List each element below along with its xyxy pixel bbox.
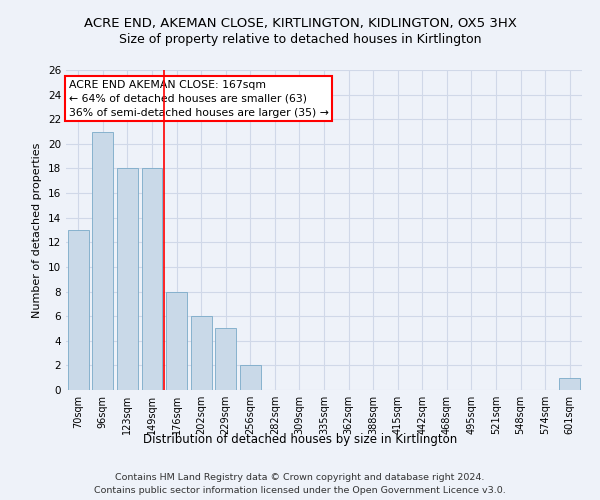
- Text: Distribution of detached houses by size in Kirtlington: Distribution of detached houses by size …: [143, 432, 457, 446]
- Bar: [240, 366, 261, 390]
- Bar: [142, 168, 163, 390]
- Text: ACRE END AKEMAN CLOSE: 167sqm
← 64% of detached houses are smaller (63)
36% of s: ACRE END AKEMAN CLOSE: 167sqm ← 64% of d…: [68, 80, 328, 118]
- Text: Size of property relative to detached houses in Kirtlington: Size of property relative to detached ho…: [119, 32, 481, 46]
- Bar: [92, 132, 113, 390]
- Bar: [215, 328, 236, 390]
- Bar: [559, 378, 580, 390]
- Text: ACRE END, AKEMAN CLOSE, KIRTLINGTON, KIDLINGTON, OX5 3HX: ACRE END, AKEMAN CLOSE, KIRTLINGTON, KID…: [83, 18, 517, 30]
- Y-axis label: Number of detached properties: Number of detached properties: [32, 142, 43, 318]
- Bar: [191, 316, 212, 390]
- Text: Contains HM Land Registry data © Crown copyright and database right 2024.
Contai: Contains HM Land Registry data © Crown c…: [94, 474, 506, 495]
- Bar: [166, 292, 187, 390]
- Bar: [68, 230, 89, 390]
- Bar: [117, 168, 138, 390]
